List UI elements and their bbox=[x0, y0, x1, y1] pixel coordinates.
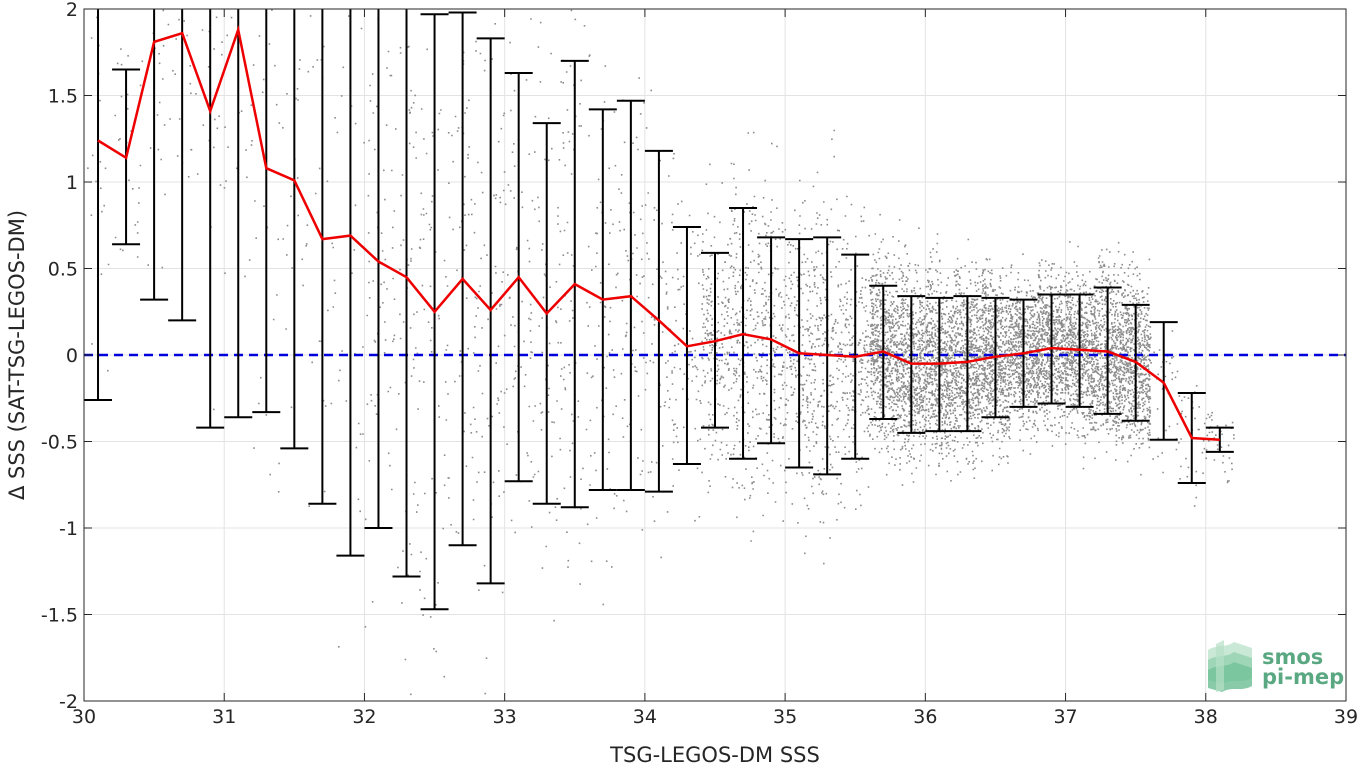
y-axis-ticks: -2 -1.5 -1 -0.5 0 0.5 1 1.5 2 bbox=[41, 0, 1346, 713]
y-tick-label: 2 bbox=[66, 0, 78, 21]
logo-text-line1: smos bbox=[1262, 645, 1323, 669]
y-tick-label: 1.5 bbox=[48, 86, 78, 108]
logo-text-line2: pi-mep bbox=[1262, 665, 1344, 689]
scatter-dots bbox=[87, 9, 1235, 696]
y-tick-label: 0 bbox=[66, 345, 78, 367]
error-bar bbox=[953, 295, 982, 433]
y-tick-label: 0.5 bbox=[48, 259, 78, 281]
x-tick-label: 38 bbox=[1194, 706, 1218, 728]
y-tick-label: 1 bbox=[66, 172, 78, 194]
scatter-points bbox=[87, 9, 1235, 696]
logo-wave-icon bbox=[1208, 640, 1252, 692]
x-tick-label: 33 bbox=[493, 706, 517, 728]
x-tick-label: 35 bbox=[773, 706, 797, 728]
x-tick-label: 31 bbox=[212, 706, 236, 728]
error-bar bbox=[252, 9, 281, 414]
smos-pimep-logo: smos pi-mep bbox=[1208, 640, 1344, 692]
x-tick-label: 37 bbox=[1053, 706, 1077, 728]
y-axis-label: Δ SSS (SAT-TSG-LEGOS-DM) bbox=[5, 210, 29, 500]
y-tick-label: -2 bbox=[59, 691, 78, 713]
error-bar bbox=[196, 9, 225, 429]
error-bar bbox=[140, 9, 169, 301]
x-tick-label: 36 bbox=[913, 706, 937, 728]
error-bar bbox=[84, 9, 113, 401]
x-tick-label: 30 bbox=[72, 706, 96, 728]
y-tick-label: -1 bbox=[59, 518, 78, 540]
error-bar bbox=[168, 9, 197, 322]
error-bar bbox=[392, 9, 421, 578]
x-axis-label: TSG-LEGOS-DM SSS bbox=[609, 743, 820, 765]
error-bar bbox=[336, 9, 365, 557]
y-tick-label: -0.5 bbox=[41, 432, 78, 454]
x-tick-label: 39 bbox=[1334, 706, 1358, 728]
x-tick-label: 32 bbox=[352, 706, 376, 728]
error-bar bbox=[1149, 321, 1178, 441]
error-bar bbox=[364, 9, 393, 529]
y-tick-label: -1.5 bbox=[41, 605, 78, 627]
mean-line bbox=[97, 25, 1220, 442]
error-bar bbox=[224, 9, 253, 419]
error-bar bbox=[280, 9, 309, 450]
x-axis-ticks: 30 31 32 33 34 35 36 37 38 39 bbox=[72, 9, 1358, 728]
x-tick-label: 34 bbox=[633, 706, 657, 728]
error-bar bbox=[308, 9, 337, 505]
